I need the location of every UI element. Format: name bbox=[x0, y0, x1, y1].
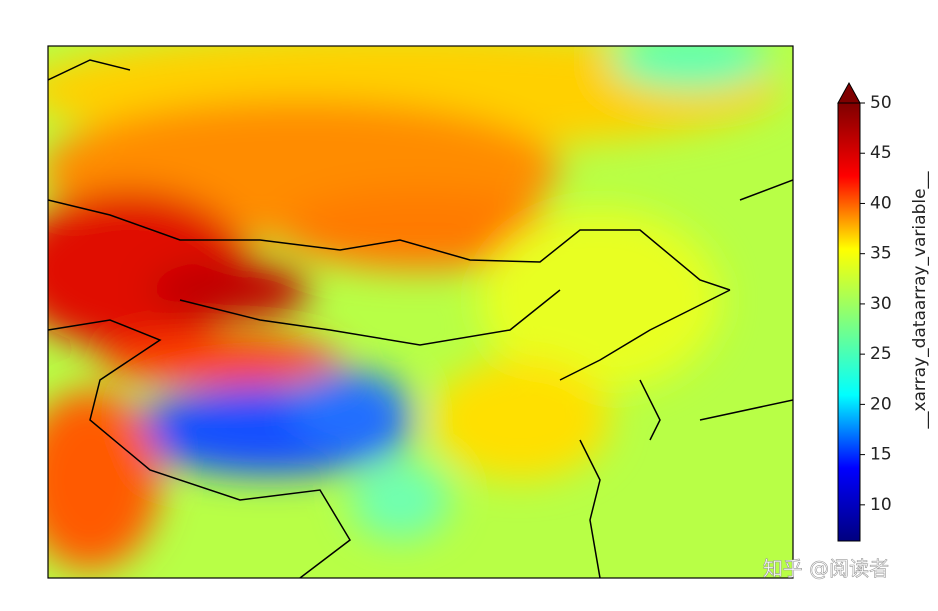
colorbar-tick-label: 40 bbox=[870, 193, 892, 213]
colorbar bbox=[837, 102, 861, 542]
colorbar-tick-label: 35 bbox=[870, 244, 892, 264]
colorbar-tick-label: 15 bbox=[870, 445, 892, 465]
borders bbox=[48, 59, 793, 578]
colorbar-tick-label: 45 bbox=[870, 143, 892, 163]
colorbar-extend bbox=[837, 81, 861, 104]
colorbar-tick-label: 30 bbox=[870, 294, 892, 314]
colorbar-tick-label: 20 bbox=[870, 394, 892, 414]
map-field bbox=[48, 46, 793, 578]
colorbar-label: __xarray_dataarray_variable__ bbox=[910, 171, 930, 430]
colorbar-tick-label: 50 bbox=[870, 93, 892, 113]
watermark: 知乎 @阅读者 bbox=[763, 557, 889, 581]
colorbar-tick-label: 25 bbox=[870, 344, 892, 364]
colorbar-tick-label: 10 bbox=[870, 495, 892, 515]
map-frame bbox=[47, 45, 794, 579]
